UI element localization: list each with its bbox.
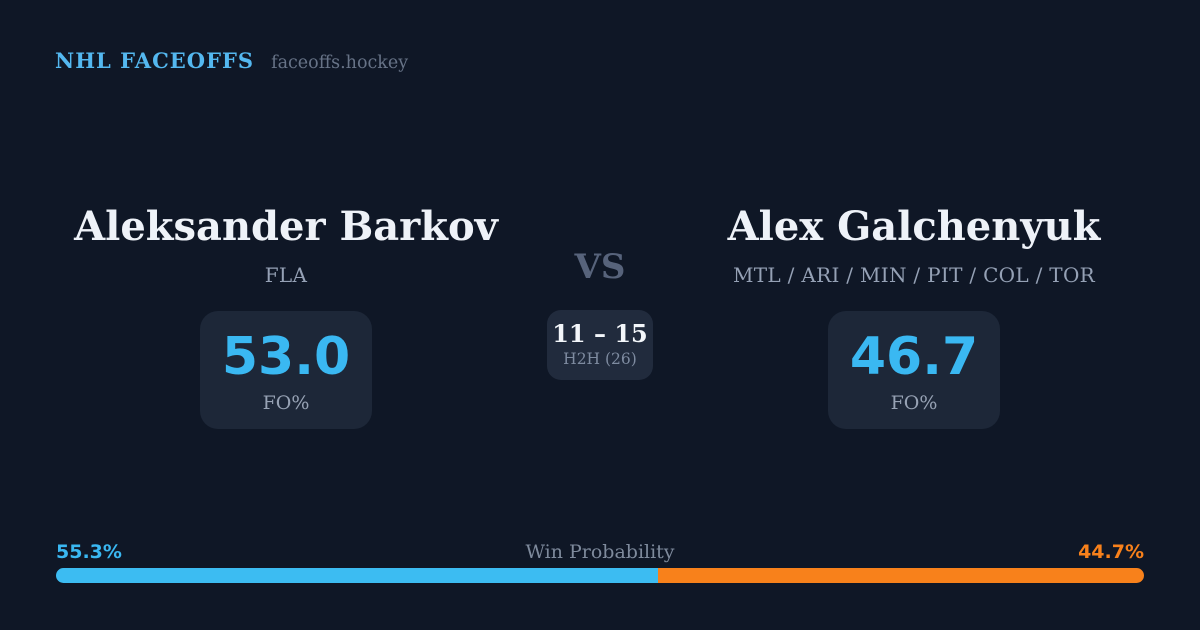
- win-probability-left-pct: 55.3%: [56, 541, 122, 563]
- player-teams: FLA: [264, 263, 308, 287]
- faceoff-pct-value: 53.0: [221, 326, 351, 387]
- faceoff-pct-label: FO%: [262, 391, 310, 414]
- site-domain: faceoffs.hockey: [271, 53, 409, 73]
- faceoff-pct-box: 46.7 FO%: [828, 311, 1000, 429]
- versus-section: VS 11 – 15 H2H (26): [516, 250, 684, 380]
- player-teams: MTL / ARI / MIN / PIT / COL / TOR: [732, 263, 1096, 287]
- header: NHL FACEOFFS faceoffs.hockey: [55, 48, 408, 73]
- player-card-left: Aleksander Barkov FLA 53.0 FO%: [56, 205, 516, 429]
- win-probability-title: Win Probability: [525, 541, 675, 563]
- vs-label: VS: [574, 247, 626, 287]
- player-name: Alex Galchenyuk: [727, 203, 1101, 250]
- win-probability-right-pct: 44.7%: [1078, 541, 1144, 563]
- player-card-right: Alex Galchenyuk MTL / ARI / MIN / PIT / …: [684, 205, 1144, 429]
- head-to-head-label: H2H (26): [563, 350, 637, 369]
- faceoff-pct-box: 53.0 FO%: [200, 311, 372, 429]
- win-probability-bar: [56, 568, 1144, 583]
- faceoff-pct-value: 46.7: [849, 326, 979, 387]
- head-to-head-score: 11 – 15: [552, 319, 648, 349]
- head-to-head-box: 11 – 15 H2H (26): [547, 310, 653, 380]
- win-probability-bar-left-segment: [56, 568, 658, 583]
- player-name: Aleksander Barkov: [74, 203, 498, 250]
- win-probability-labels: 55.3% Win Probability 44.7%: [56, 541, 1144, 563]
- faceoff-pct-label: FO%: [890, 391, 938, 414]
- win-probability-bar-right-segment: [657, 568, 1144, 583]
- brand-logo: NHL FACEOFFS: [55, 48, 255, 73]
